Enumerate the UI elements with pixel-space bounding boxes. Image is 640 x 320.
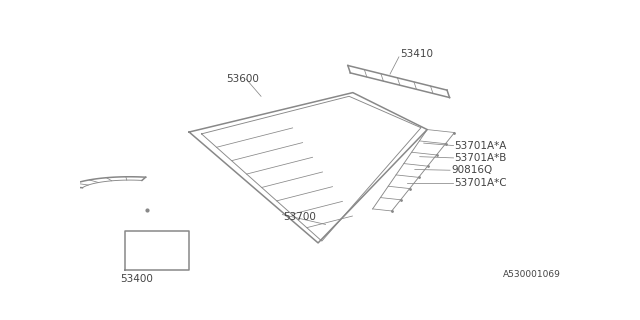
Text: 53410: 53410 xyxy=(400,49,433,60)
Text: A530001069: A530001069 xyxy=(503,270,561,279)
Text: 53700: 53700 xyxy=(284,212,316,222)
Text: 53701A*B: 53701A*B xyxy=(454,153,507,163)
Text: 90816Q: 90816Q xyxy=(451,165,492,175)
Text: 53701A*C: 53701A*C xyxy=(454,178,507,188)
Text: 53600: 53600 xyxy=(227,74,259,84)
Text: 53400: 53400 xyxy=(120,274,154,284)
Text: 53701A*A: 53701A*A xyxy=(454,140,507,151)
